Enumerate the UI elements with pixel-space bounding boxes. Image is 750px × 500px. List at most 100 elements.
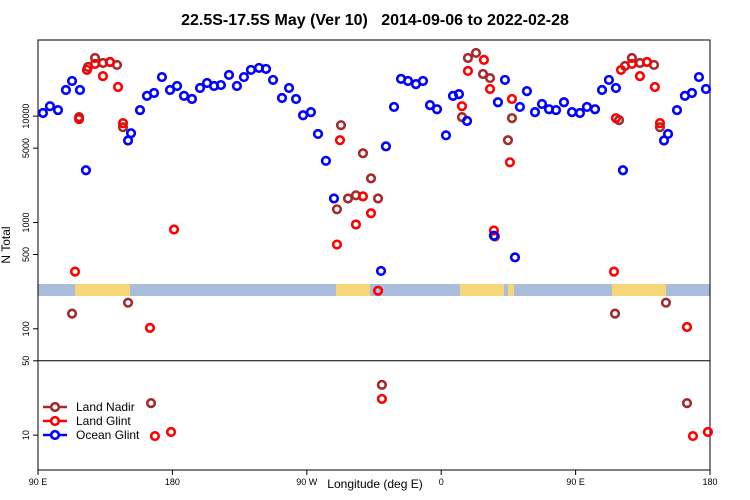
point bbox=[484, 72, 496, 84]
point bbox=[484, 83, 496, 95]
point bbox=[238, 71, 250, 83]
point bbox=[97, 70, 109, 82]
point bbox=[550, 104, 562, 116]
point bbox=[223, 69, 235, 81]
point bbox=[609, 308, 621, 319]
point bbox=[145, 398, 157, 409]
chart-title: 22.5S-17.5S May (Ver 10) 2014-09-06 to 2… bbox=[181, 12, 569, 29]
point bbox=[334, 135, 346, 146]
y-tick-label: 10 bbox=[21, 430, 31, 440]
y-tick-label: 1000 bbox=[21, 212, 31, 232]
point bbox=[372, 193, 384, 204]
point bbox=[104, 56, 116, 68]
legend-label: Ocean Glint bbox=[76, 428, 140, 442]
point bbox=[514, 101, 525, 113]
point bbox=[462, 52, 474, 64]
x-axis-label: Longitude (deg E) bbox=[327, 477, 422, 491]
point bbox=[376, 379, 388, 390]
point bbox=[649, 81, 660, 93]
point bbox=[453, 89, 465, 100]
point bbox=[164, 84, 176, 96]
point bbox=[581, 101, 593, 113]
point bbox=[462, 65, 474, 77]
point bbox=[499, 74, 511, 86]
legend-marker bbox=[49, 401, 61, 413]
point bbox=[509, 252, 521, 263]
point bbox=[610, 82, 622, 94]
point bbox=[477, 68, 489, 80]
point bbox=[194, 82, 206, 94]
point bbox=[89, 58, 101, 70]
point bbox=[320, 155, 332, 166]
point bbox=[456, 101, 468, 112]
point bbox=[165, 426, 177, 438]
point bbox=[283, 82, 295, 94]
x-tick-label: 180 bbox=[702, 477, 717, 487]
point bbox=[626, 58, 637, 70]
point bbox=[66, 75, 78, 87]
point bbox=[375, 265, 387, 277]
plot-frame bbox=[37, 39, 711, 471]
point bbox=[81, 64, 93, 76]
point bbox=[536, 98, 548, 110]
point bbox=[687, 430, 699, 442]
point bbox=[148, 87, 160, 99]
point bbox=[134, 104, 146, 116]
point bbox=[89, 52, 101, 64]
point bbox=[686, 87, 698, 99]
point bbox=[328, 193, 340, 204]
point bbox=[700, 83, 712, 95]
point bbox=[603, 74, 615, 86]
point bbox=[231, 80, 243, 92]
point bbox=[66, 308, 78, 319]
point bbox=[702, 426, 714, 438]
point bbox=[125, 128, 137, 139]
point bbox=[331, 204, 343, 215]
legend-marker bbox=[49, 415, 61, 427]
point bbox=[660, 297, 672, 308]
point bbox=[681, 321, 693, 333]
point bbox=[276, 92, 288, 104]
point bbox=[376, 393, 388, 405]
point bbox=[215, 79, 227, 91]
point bbox=[342, 193, 354, 204]
point bbox=[149, 430, 161, 442]
x-tick-label: 180 bbox=[165, 477, 180, 487]
x-tick-label: 0 bbox=[439, 477, 444, 487]
point bbox=[402, 75, 414, 87]
point bbox=[267, 74, 279, 86]
point bbox=[186, 93, 198, 105]
point bbox=[357, 191, 369, 202]
point bbox=[470, 47, 482, 59]
point bbox=[417, 75, 429, 87]
point bbox=[112, 81, 124, 93]
point bbox=[156, 71, 168, 83]
point bbox=[502, 135, 514, 146]
point bbox=[615, 64, 627, 76]
point bbox=[654, 118, 666, 129]
point bbox=[388, 101, 400, 113]
point bbox=[69, 266, 81, 277]
point bbox=[331, 239, 343, 250]
point bbox=[380, 141, 392, 152]
point bbox=[37, 107, 49, 119]
point bbox=[693, 71, 705, 83]
point bbox=[424, 99, 436, 111]
point bbox=[372, 285, 384, 296]
point bbox=[178, 90, 190, 101]
point bbox=[297, 110, 309, 121]
x-tick-label: 90 W bbox=[296, 477, 318, 487]
point bbox=[431, 104, 443, 115]
point bbox=[60, 84, 72, 96]
point bbox=[44, 101, 56, 112]
point bbox=[440, 130, 452, 141]
point bbox=[168, 224, 180, 235]
point bbox=[144, 322, 156, 333]
point bbox=[626, 52, 637, 64]
point bbox=[365, 173, 377, 184]
point bbox=[52, 104, 64, 116]
point bbox=[641, 56, 653, 68]
point bbox=[305, 107, 317, 118]
